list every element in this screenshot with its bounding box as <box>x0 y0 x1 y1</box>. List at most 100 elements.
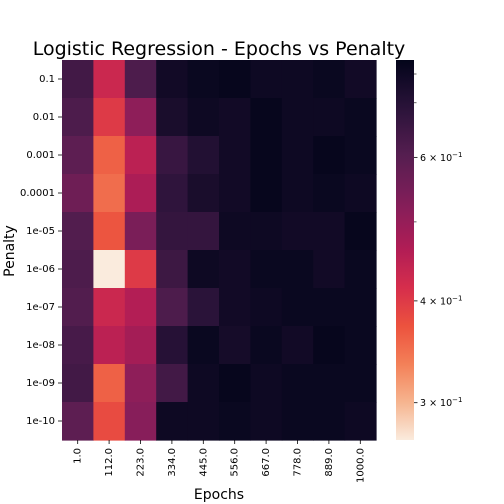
heatmap-cell <box>93 174 126 213</box>
heatmap-cell <box>219 60 251 99</box>
heatmap-cell <box>313 402 346 441</box>
y-tick-label: 0.001 <box>26 150 55 161</box>
heatmap-cell <box>187 402 220 441</box>
heatmap-cell <box>187 364 220 403</box>
heatmap-cell <box>156 250 189 289</box>
heatmap-cell <box>124 288 157 327</box>
heatmap-cell <box>344 212 377 251</box>
y-axis-label: Penalty <box>2 225 18 277</box>
heatmap-cell <box>62 250 94 289</box>
heatmap-cell <box>250 98 283 137</box>
heatmap-cell <box>313 136 346 175</box>
heatmap-cell <box>93 326 126 365</box>
heatmap-cell <box>187 250 220 289</box>
heatmap-cell <box>281 364 314 403</box>
heatmap-cell <box>124 326 157 365</box>
heatmap-cell <box>344 364 377 403</box>
heatmap-cell <box>156 402 189 441</box>
heatmap-cell <box>344 136 377 175</box>
heatmap-cell <box>281 250 314 289</box>
heatmap-cell <box>281 402 314 441</box>
heatmap-cell <box>219 364 251 403</box>
heatmap-cell <box>187 60 220 99</box>
y-tick-label: 0.0001 <box>20 188 55 199</box>
heatmap-cell <box>187 326 220 365</box>
x-tick-label: 223.0 <box>136 448 147 477</box>
heatmap-cell <box>124 402 157 441</box>
heatmap-cell <box>281 136 314 175</box>
heatmap-cell <box>187 288 220 327</box>
heatmap-cell <box>62 136 94 175</box>
heatmap-cell <box>344 60 377 99</box>
x-tick-label: 667.0 <box>261 448 272 477</box>
heatmap-cell <box>219 402 251 441</box>
heatmap-cell <box>93 364 126 403</box>
heatmap-cell <box>250 212 283 251</box>
heatmap-cell <box>313 174 346 213</box>
colorbar-tick-label: 6 × 10−1 <box>420 151 462 164</box>
heatmap-cell <box>281 174 314 213</box>
heatmap-cells <box>62 60 377 441</box>
heatmap-cell <box>344 98 377 137</box>
heatmap-cell <box>313 212 346 251</box>
heatmap-cell <box>62 60 94 99</box>
heatmap-cell <box>62 212 94 251</box>
heatmap-cell <box>62 364 94 403</box>
heatmap-cell <box>313 250 346 289</box>
heatmap-cell <box>219 98 251 137</box>
heatmap-cell <box>62 174 94 213</box>
heatmap-cell <box>313 60 346 99</box>
heatmap-cell <box>219 212 251 251</box>
heatmap-cell <box>250 250 283 289</box>
x-tick-label: 1000.0 <box>355 448 366 483</box>
heatmap-cell <box>124 60 157 99</box>
y-tick-label: 0.01 <box>33 112 55 123</box>
heatmap-cell <box>344 326 377 365</box>
heatmap-cell <box>62 402 94 441</box>
heatmap-cell <box>156 98 189 137</box>
heatmap-cell <box>93 402 126 441</box>
heatmap-cell <box>62 288 94 327</box>
heatmap-cell <box>124 364 157 403</box>
heatmap-cell <box>62 326 94 365</box>
heatmap-cell <box>156 212 189 251</box>
colorbar-tick-label: 3 × 10−1 <box>420 396 462 409</box>
heatmap-cell <box>281 212 314 251</box>
heatmap-cell <box>124 98 157 137</box>
y-tick-label: 1e-07 <box>26 302 55 313</box>
heatmap-cell <box>156 174 189 213</box>
heatmap-cell <box>219 136 251 175</box>
heatmap-cell <box>281 326 314 365</box>
colorbar-tick-label: 4 × 10−1 <box>420 294 462 307</box>
heatmap-cell <box>219 326 251 365</box>
heatmap-cell <box>219 250 251 289</box>
y-tick-label: 1e-08 <box>26 340 55 351</box>
x-tick-label: 445.0 <box>198 448 209 477</box>
heatmap-cell <box>93 212 126 251</box>
heatmap-cell <box>281 98 314 137</box>
x-tick-label: 778.0 <box>293 448 304 477</box>
heatmap-cell <box>250 174 283 213</box>
heatmap-cell <box>187 174 220 213</box>
heatmap-cell <box>281 288 314 327</box>
heatmap-cell <box>344 402 377 441</box>
heatmap-cell <box>156 364 189 403</box>
heatmap-cell <box>93 60 126 99</box>
chart-title: Logistic Regression - Epochs vs Penalty <box>33 38 406 60</box>
y-tick-label: 1e-05 <box>26 226 55 237</box>
heatmap-cell <box>250 60 283 99</box>
heatmap-cell <box>219 288 251 327</box>
heatmap-cell <box>313 98 346 137</box>
y-tick-label: 1e-06 <box>26 264 55 275</box>
x-axis-ticks: 1.0 112.0 223.0 334.0 445.0 556.0 667.0 778.0 88… <box>73 440 366 483</box>
y-axis-ticks: 0.1 0.01 0.001 0.0001 1e-05 1e-06 1e-07 1e-08 1e… <box>20 74 62 427</box>
heatmap-cell <box>124 136 157 175</box>
heatmap-cell <box>93 288 126 327</box>
heatmap-cell <box>344 288 377 327</box>
heatmap-cell <box>187 136 220 175</box>
heatmap-cell <box>156 136 189 175</box>
colorbar <box>396 60 414 440</box>
heatmap-cell <box>219 174 251 213</box>
heatmap-cell <box>124 212 157 251</box>
